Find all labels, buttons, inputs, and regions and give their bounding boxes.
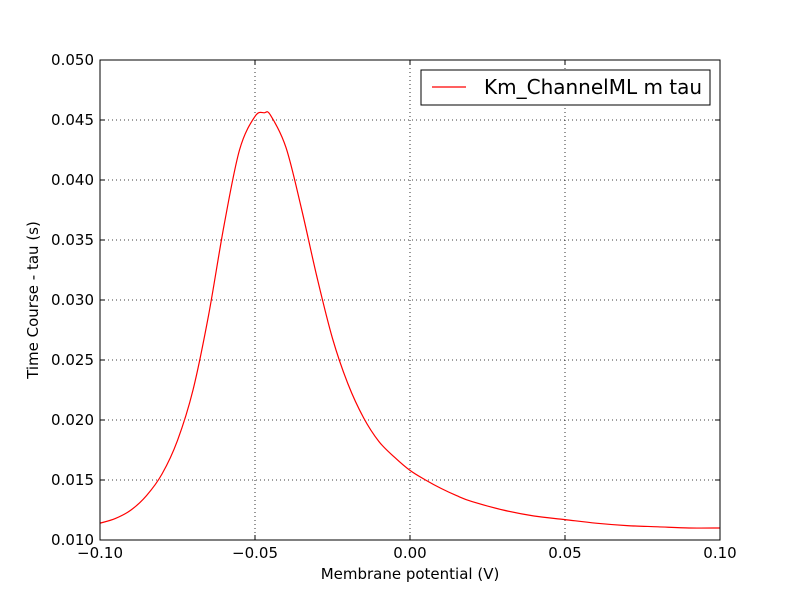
series-layer xyxy=(99,111,721,529)
y-tick-label: 0.010 xyxy=(51,531,94,549)
y-tick-label: 0.030 xyxy=(51,291,94,309)
axis-ticks: −0.10 −0.05 0.00 0.05 0.10 0.010 0.015 0.020 0.0… xyxy=(51,51,737,562)
y-tick-label: 0.015 xyxy=(51,471,94,489)
legend: Km_ChannelML m tau xyxy=(420,69,711,106)
x-tick-label: 0.10 xyxy=(703,544,736,562)
series-line-km-channelml-m-tau xyxy=(99,111,721,529)
x-axis-label: Membrane potential (V) xyxy=(321,565,500,583)
legend-box xyxy=(420,69,711,106)
y-tick-label: 0.050 xyxy=(51,51,94,69)
y-tick-label: 0.035 xyxy=(51,231,94,249)
x-tick-label: −0.05 xyxy=(232,544,278,562)
x-tick-label: 0.00 xyxy=(393,544,426,562)
x-tick-label: −0.10 xyxy=(77,544,123,562)
y-tick-label: 0.020 xyxy=(51,411,94,429)
y-tick-label: 0.040 xyxy=(51,171,94,189)
x-tick-label: 0.05 xyxy=(548,544,581,562)
y-axis-label: Time Course - tau (s) xyxy=(24,221,42,380)
legend-label: Km_ChannelML m tau xyxy=(484,75,702,99)
grid-lines xyxy=(100,60,720,540)
y-tick-label: 0.025 xyxy=(51,351,94,369)
y-tick-label: 0.045 xyxy=(51,111,94,129)
